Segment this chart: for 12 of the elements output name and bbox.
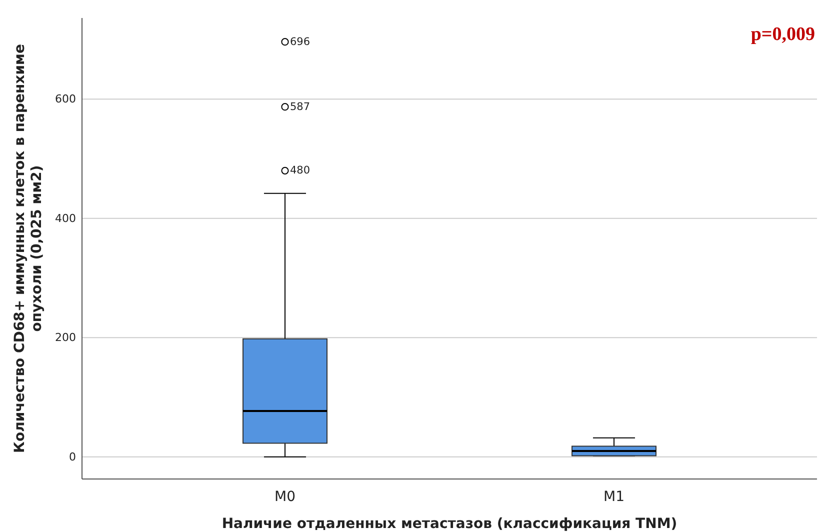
x-tick-label: M0 [274,489,296,505]
y-tick-label: 400 [55,212,76,225]
x-tick-label: M1 [604,489,625,505]
y-tick-label: 200 [55,331,76,344]
annotation: p=0,009 [750,24,815,45]
y-tick-label: 600 [55,92,76,106]
data-label: 696 [290,36,310,48]
y-tick-label: 0 [69,450,76,464]
data-label: 480 [290,164,310,177]
data-label: 587 [290,100,310,113]
y-axis-title: Количество CD68+ иммунных клеток в паренхиме опухоли (0,025 мм2) [12,44,45,453]
x-axis-title: Наличие отдаленных метастазов (классификация TNM) [222,516,678,532]
